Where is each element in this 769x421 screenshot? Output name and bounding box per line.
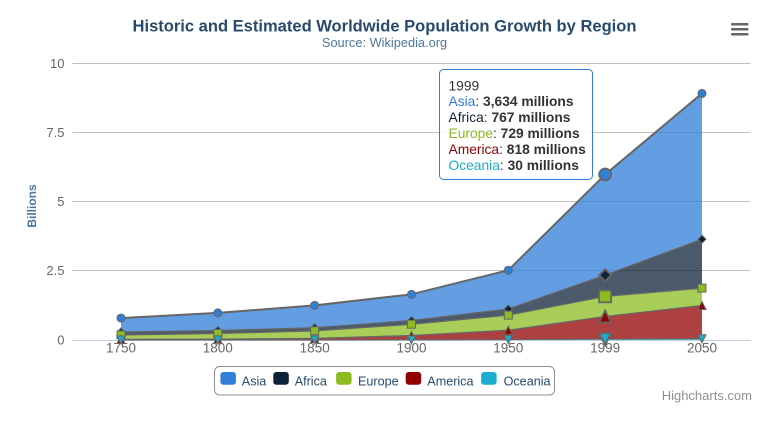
- svg-text:Source: Wikipedia.org: Source: Wikipedia.org: [322, 35, 447, 50]
- svg-text:1850: 1850: [300, 341, 330, 356]
- svg-text:1999: 1999: [449, 79, 480, 94]
- svg-text:Highcharts.com: Highcharts.com: [662, 388, 752, 403]
- svg-text:Africa: 767 millions: Africa: 767 millions: [449, 110, 571, 125]
- svg-text:1750: 1750: [106, 341, 136, 356]
- svg-text:America: 818 millions: America: 818 millions: [449, 142, 587, 157]
- svg-text:Billions: Billions: [25, 184, 39, 228]
- svg-text:0: 0: [57, 333, 64, 348]
- svg-text:Historic and Estimated Worldwi: Historic and Estimated Worldwide Populat…: [133, 16, 637, 35]
- svg-text:7.5: 7.5: [46, 125, 64, 140]
- svg-text:2050: 2050: [687, 341, 717, 356]
- svg-text:2.5: 2.5: [46, 263, 64, 278]
- svg-text:Oceania: 30 millions: Oceania: 30 millions: [449, 158, 580, 173]
- svg-text:10: 10: [50, 56, 64, 71]
- svg-text:Asia: 3,634 millions: Asia: 3,634 millions: [449, 94, 574, 109]
- svg-text:1900: 1900: [396, 341, 426, 356]
- svg-text:Europe: Europe: [358, 375, 399, 389]
- svg-text:Africa: Africa: [295, 375, 327, 389]
- svg-text:1950: 1950: [493, 341, 523, 356]
- svg-text:America: America: [427, 375, 473, 389]
- svg-text:1999: 1999: [590, 341, 620, 356]
- svg-text:5: 5: [57, 194, 64, 209]
- svg-text:Europe: 729 millions: Europe: 729 millions: [449, 126, 580, 141]
- svg-text:Oceania: Oceania: [504, 375, 551, 389]
- svg-text:Asia: Asia: [242, 375, 266, 389]
- svg-text:1800: 1800: [203, 341, 233, 356]
